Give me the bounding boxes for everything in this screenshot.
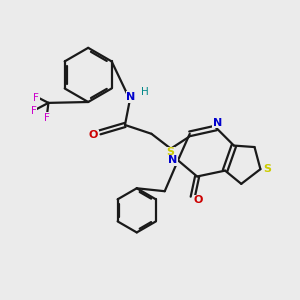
Text: O: O <box>194 195 203 205</box>
Text: N: N <box>126 92 136 102</box>
Text: F: F <box>33 93 39 103</box>
Text: O: O <box>89 130 98 140</box>
Text: F: F <box>44 112 50 123</box>
Text: F: F <box>31 106 37 116</box>
Text: S: S <box>167 147 175 157</box>
Text: N: N <box>212 118 222 128</box>
Text: N: N <box>168 155 177 165</box>
Text: H: H <box>141 87 149 97</box>
Text: S: S <box>263 164 271 174</box>
